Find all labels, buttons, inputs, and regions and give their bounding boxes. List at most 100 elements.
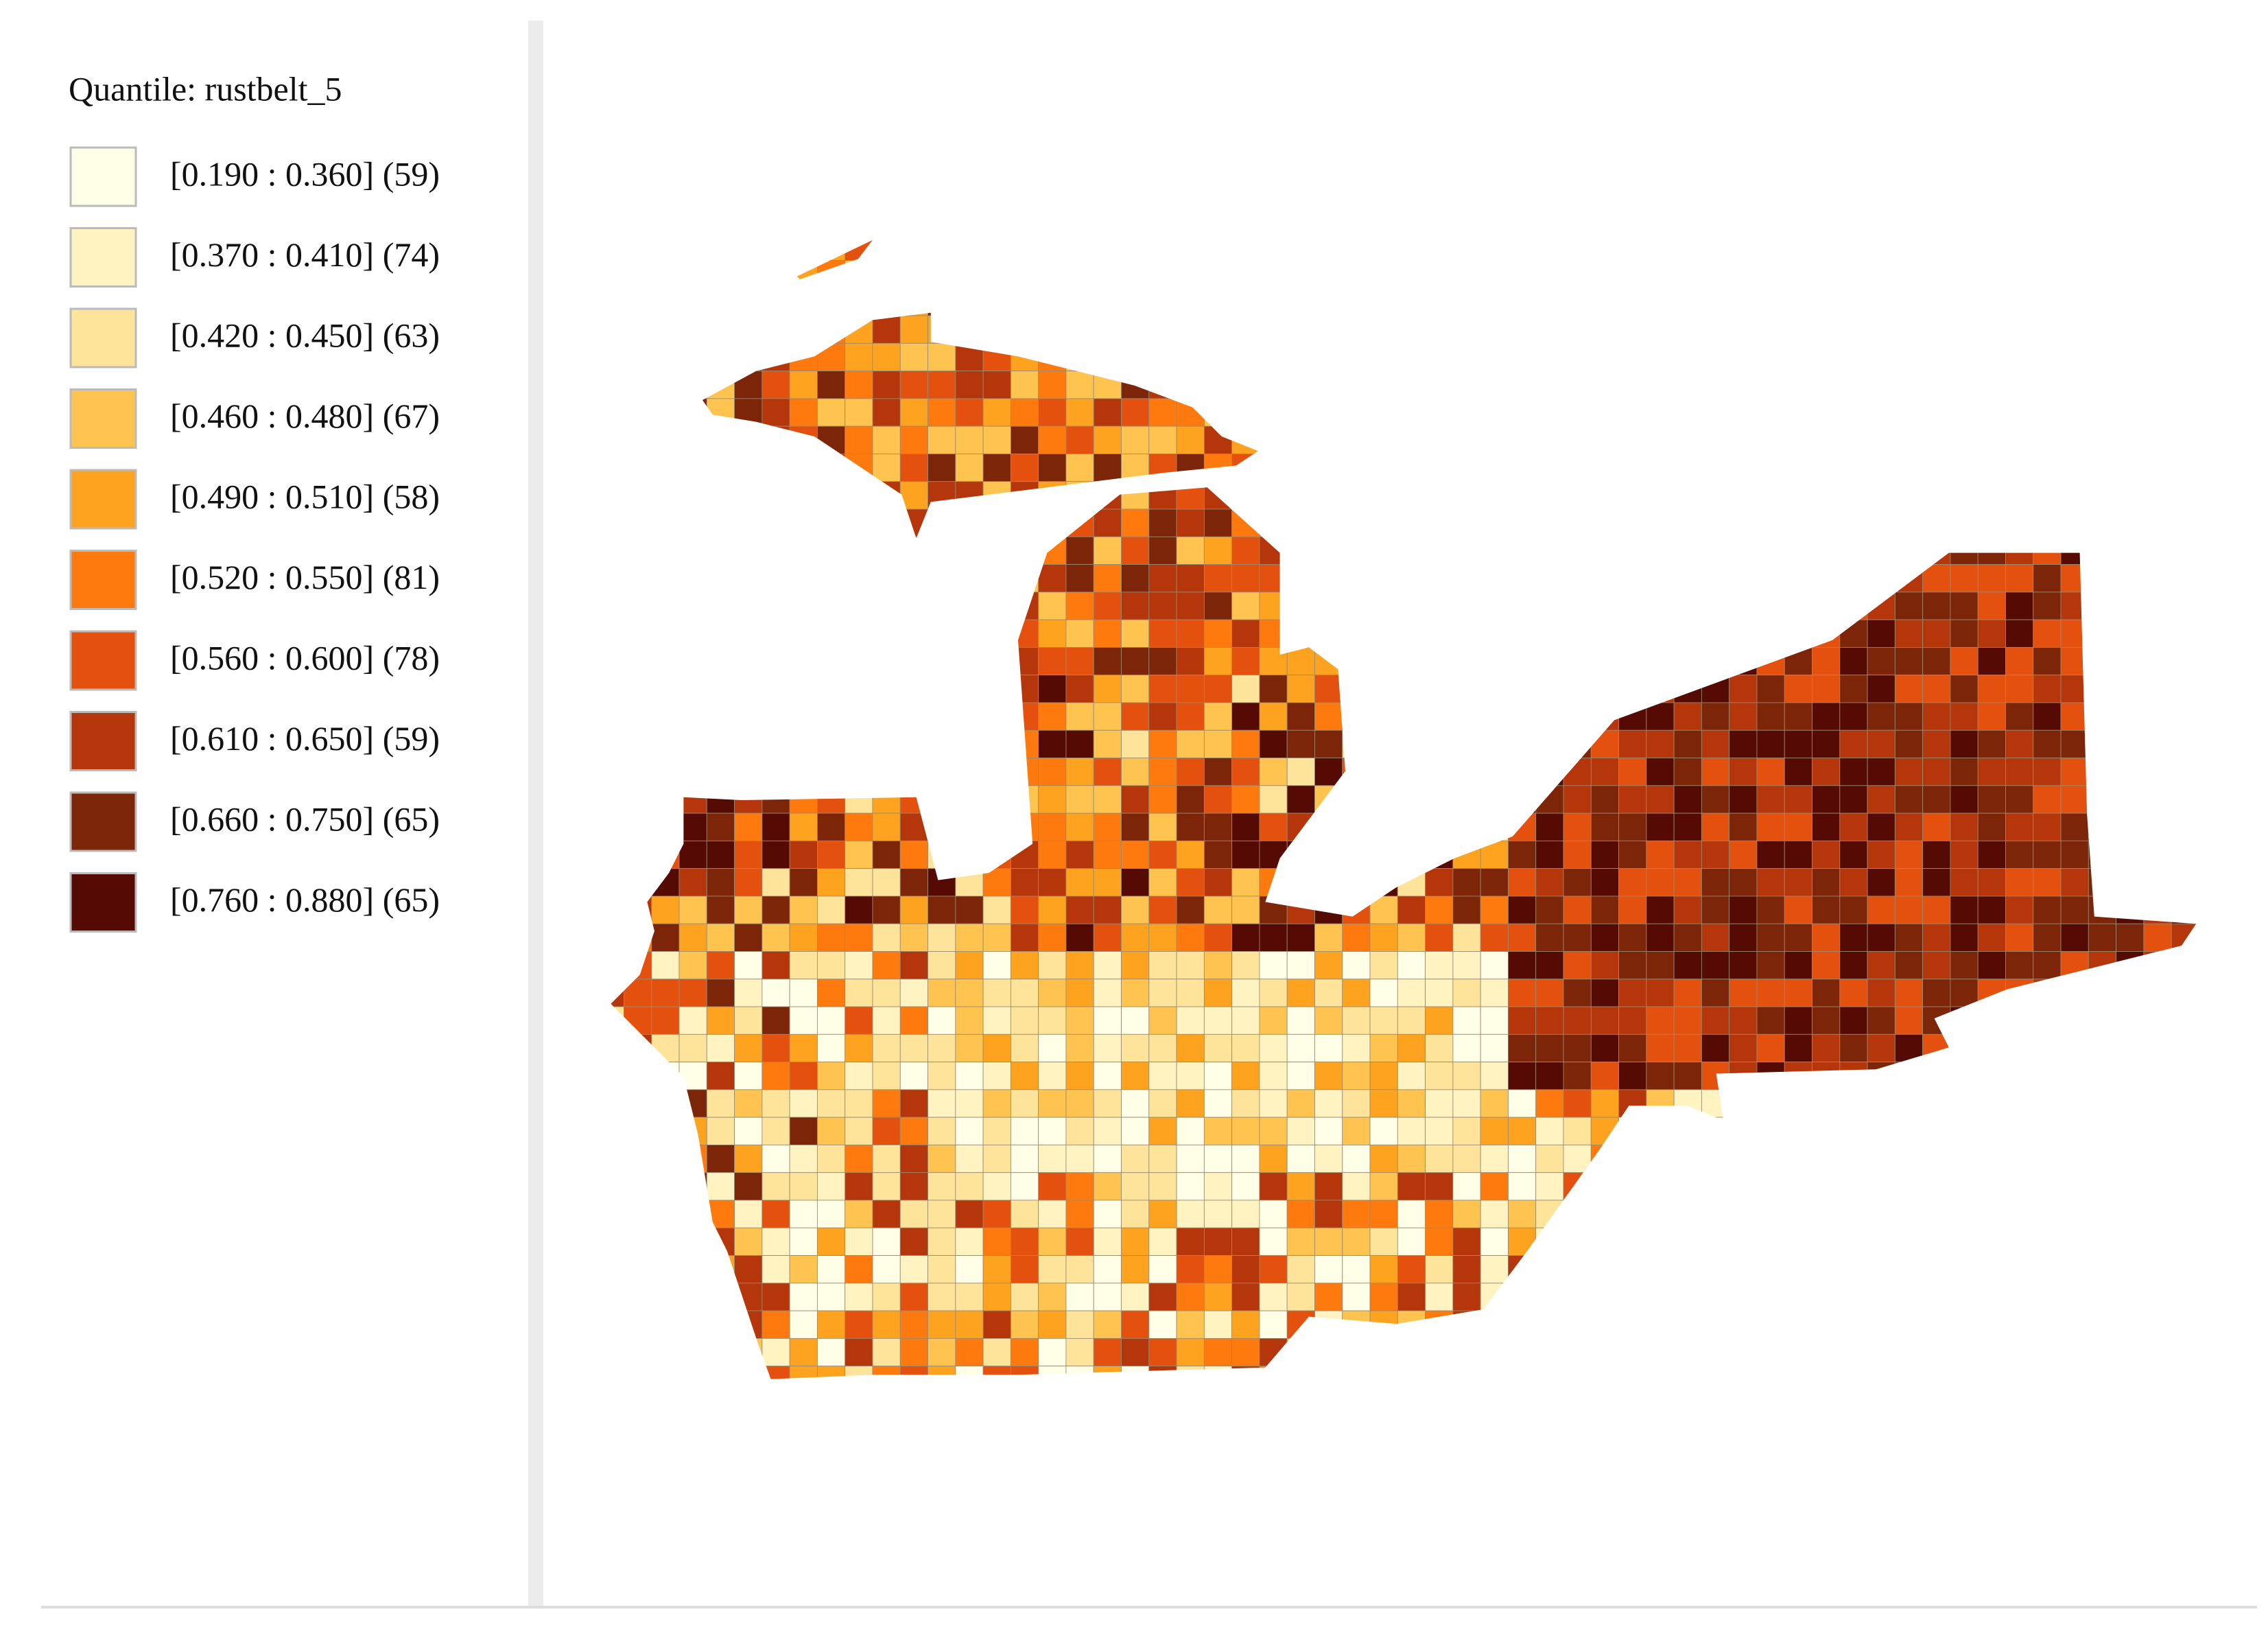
county xyxy=(1535,1172,1564,1201)
county xyxy=(1646,785,1675,814)
county xyxy=(1148,896,1177,924)
county xyxy=(734,923,763,952)
legend-label: [0.420 : 0.450] (63) xyxy=(170,316,440,354)
county xyxy=(1839,923,1868,952)
county xyxy=(928,1255,956,1284)
county xyxy=(1148,425,1177,454)
county xyxy=(1950,564,1978,593)
county xyxy=(1148,1033,1177,1063)
county xyxy=(1701,979,1730,1007)
county xyxy=(872,923,901,952)
county xyxy=(1397,1089,1426,1118)
county xyxy=(2005,646,2034,676)
county xyxy=(734,979,763,1007)
county xyxy=(678,923,707,952)
county xyxy=(789,1172,818,1201)
county xyxy=(872,398,901,427)
county xyxy=(1425,951,1454,980)
county xyxy=(1148,1283,1177,1311)
county xyxy=(955,1200,984,1228)
county xyxy=(1867,675,1895,703)
county xyxy=(1590,979,1619,1007)
county xyxy=(1342,1117,1371,1145)
county xyxy=(1121,536,1150,565)
county xyxy=(1314,1089,1343,1118)
county xyxy=(872,951,901,980)
county xyxy=(1259,729,1288,758)
county xyxy=(982,398,1011,427)
county xyxy=(1203,812,1233,841)
county xyxy=(1452,923,1481,952)
county xyxy=(1010,1200,1039,1228)
county xyxy=(1590,1033,1619,1063)
county xyxy=(955,1227,984,1256)
county xyxy=(2060,896,2089,924)
county xyxy=(734,896,763,924)
county xyxy=(1425,1117,1454,1145)
county xyxy=(1148,951,1177,980)
county xyxy=(2060,812,2089,841)
county xyxy=(1397,1255,1426,1284)
county xyxy=(844,1172,873,1201)
county xyxy=(1038,454,1067,482)
county xyxy=(1010,1283,1039,1311)
county xyxy=(1812,1006,1841,1035)
county xyxy=(1618,840,1647,869)
county xyxy=(651,896,680,924)
county xyxy=(844,812,873,841)
legend-swatch xyxy=(69,388,137,449)
county xyxy=(678,840,707,869)
county xyxy=(1618,1033,1647,1063)
county xyxy=(1950,868,1978,897)
county xyxy=(1784,840,1812,869)
county xyxy=(1231,1337,1260,1367)
county xyxy=(1286,1062,1315,1090)
county xyxy=(1701,896,1730,924)
county xyxy=(1203,1227,1233,1256)
county xyxy=(2005,812,2034,841)
county xyxy=(761,951,790,980)
county xyxy=(1563,923,1592,952)
county xyxy=(928,1117,956,1145)
county xyxy=(1093,1283,1122,1311)
county xyxy=(1259,1145,1288,1173)
county xyxy=(706,896,735,924)
county xyxy=(1286,702,1315,731)
county xyxy=(1231,923,1260,952)
county xyxy=(1176,729,1205,758)
county xyxy=(2005,675,2034,703)
county xyxy=(1729,702,1758,731)
county xyxy=(982,1283,1011,1311)
county xyxy=(734,1117,763,1145)
county xyxy=(1452,1200,1481,1228)
county xyxy=(1286,1033,1315,1063)
county xyxy=(1259,1006,1288,1035)
county xyxy=(1563,1117,1592,1145)
county xyxy=(1203,1062,1233,1090)
county xyxy=(872,1337,901,1367)
county xyxy=(955,454,984,482)
county xyxy=(1121,1255,1150,1284)
county xyxy=(734,1033,763,1063)
county xyxy=(1812,896,1841,924)
county xyxy=(1121,812,1150,841)
county xyxy=(1922,592,1951,620)
county xyxy=(899,1310,928,1339)
county xyxy=(1038,1033,1067,1063)
county xyxy=(1121,1310,1150,1339)
county xyxy=(982,1089,1011,1118)
county xyxy=(1121,1117,1150,1145)
county xyxy=(844,1310,873,1339)
county xyxy=(1480,1117,1509,1145)
county xyxy=(899,342,928,372)
county xyxy=(844,1145,873,1173)
county xyxy=(651,951,680,980)
county xyxy=(1535,840,1564,869)
county xyxy=(761,371,790,399)
county xyxy=(624,1006,652,1035)
county xyxy=(1563,896,1592,924)
county xyxy=(1259,812,1288,841)
county xyxy=(1093,1117,1122,1145)
county xyxy=(2060,868,2089,897)
county xyxy=(1065,896,1094,924)
